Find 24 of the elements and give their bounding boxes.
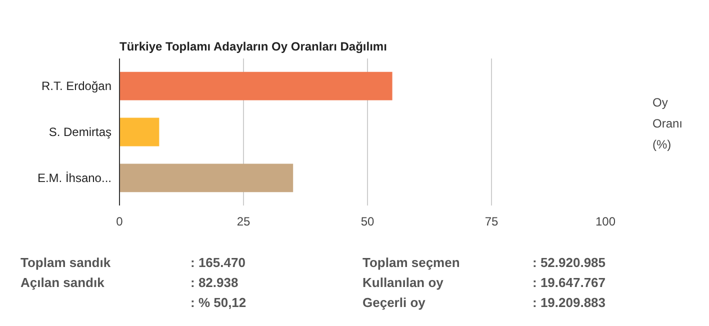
text: Geçerli oy bbox=[362, 295, 426, 310]
y-tick-label: E.M. İhsano... bbox=[37, 170, 112, 185]
bar bbox=[120, 118, 160, 146]
text: Kullanılan oy bbox=[362, 275, 444, 290]
text: : 165.470 bbox=[190, 255, 246, 270]
text: Oy Oranı (%) bbox=[652, 95, 683, 152]
x-tick-label: 25 bbox=[236, 214, 250, 228]
bar bbox=[120, 72, 392, 100]
x-tick-label: 100 bbox=[595, 214, 616, 228]
text: : 52.920.985 bbox=[532, 255, 606, 270]
text: : 82.938 bbox=[190, 275, 238, 290]
x-tick-label: 0 bbox=[116, 214, 124, 228]
bar bbox=[120, 164, 294, 192]
text: : 19.647.767 bbox=[532, 275, 606, 290]
x-tick-label: 75 bbox=[484, 214, 498, 228]
x-tick-label: 50 bbox=[360, 214, 374, 228]
chart-title: Türkiye Toplamı Adayların Oy Oranları Dağılımı bbox=[120, 40, 387, 54]
text: Toplam sandık bbox=[20, 255, 112, 270]
text: Açılan sandık bbox=[20, 275, 106, 290]
text: : 19.209.883 bbox=[532, 295, 606, 310]
y-tick-label: R.T. Erdoğan bbox=[41, 79, 112, 94]
y-tick-label: S. Demirtaş bbox=[48, 125, 112, 139]
text: Toplam seçmen bbox=[362, 255, 460, 270]
text: : % 50,12 bbox=[190, 295, 246, 310]
